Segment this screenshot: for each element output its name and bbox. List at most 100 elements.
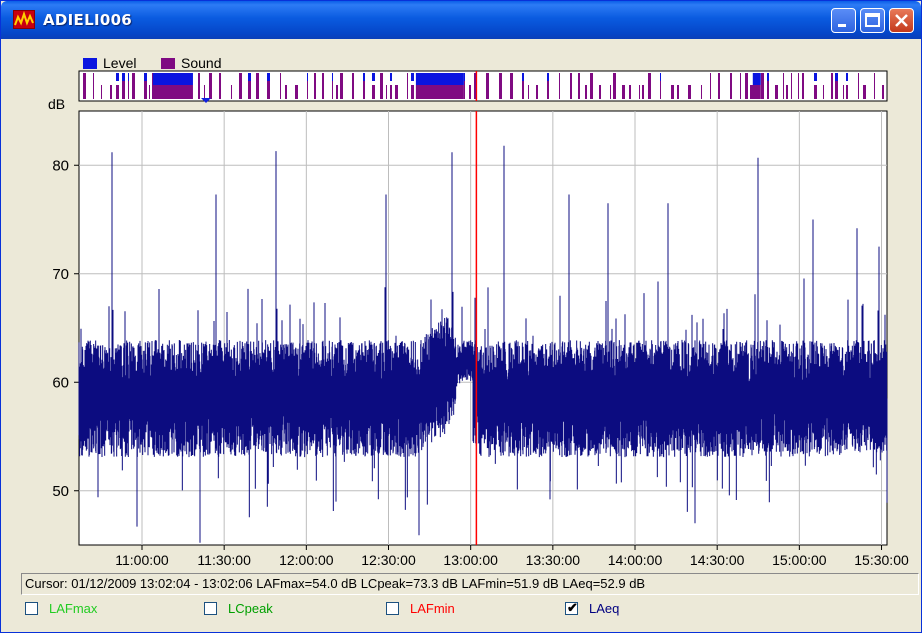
sound-event-mark — [486, 73, 489, 99]
y-tick-label: 60 — [52, 374, 69, 391]
level-event-mark — [248, 73, 251, 81]
laeq-checkbox-box[interactable]: ✔ — [565, 600, 578, 615]
sound-event-mark — [831, 73, 833, 99]
title-bar[interactable]: ADIELI006 — [1, 1, 921, 39]
sound-event-mark — [390, 85, 392, 99]
sound-event-mark — [585, 85, 587, 99]
sound-event-mark — [802, 73, 804, 99]
minimize-button[interactable] — [831, 8, 856, 33]
x-tick-label: 15:00:00 — [772, 552, 827, 568]
level-event-mark — [835, 73, 838, 81]
sound-event-mark — [336, 85, 338, 99]
level-event-mark — [522, 73, 524, 81]
sound-event-mark — [285, 85, 287, 99]
sound-event-mark — [648, 73, 651, 99]
sound-event-mark — [209, 73, 212, 99]
x-tick-label: 12:30:00 — [361, 552, 416, 568]
sound-event-mark — [248, 73, 251, 99]
sound-event-mark — [314, 73, 316, 99]
sound-event-mark — [332, 73, 333, 99]
level-swatch — [83, 58, 97, 69]
sound-event-mark — [559, 73, 560, 99]
sound-event-mark — [688, 85, 691, 99]
sound-event-mark — [786, 85, 788, 99]
sound-event-mark — [307, 73, 308, 99]
sound-event-mark — [464, 73, 465, 99]
sound-event-mark — [761, 73, 764, 99]
level-event-block — [415, 73, 464, 85]
sound-event-mark — [231, 85, 232, 99]
lcpeak-checkbox-box[interactable] — [204, 602, 217, 615]
check-mark-icon: ✔ — [567, 600, 578, 615]
legend-level-label: Level — [103, 55, 137, 71]
sound-event-mark — [267, 73, 270, 99]
level-event-mark — [660, 73, 661, 81]
lafmin-checkbox-box[interactable] — [386, 602, 399, 615]
sound-event-mark — [528, 85, 529, 99]
sound-event-mark — [101, 85, 102, 99]
sound-event-mark — [386, 85, 387, 99]
sound-event-mark — [395, 85, 398, 99]
sound-event-mark — [710, 73, 711, 99]
sound-event-mark — [411, 85, 414, 99]
sound-event-mark — [718, 73, 720, 99]
sound-event-mark — [198, 73, 200, 99]
sound-event-block — [415, 85, 464, 99]
level-event-mark — [767, 73, 769, 81]
strip-cursor-marker[interactable] — [201, 98, 211, 103]
y-tick-label: 70 — [52, 266, 69, 283]
lafmax-checkbox-box[interactable] — [25, 602, 38, 615]
maximize-button[interactable] — [860, 8, 885, 33]
legend-level: Level — [83, 55, 136, 71]
sound-event-mark — [204, 85, 205, 99]
sound-event-mark — [219, 73, 221, 99]
sound-event-mark — [340, 73, 343, 99]
sound-event-mark — [144, 73, 147, 99]
sound-event-mark — [858, 73, 859, 99]
sound-event-mark — [730, 73, 732, 99]
sound-event-mark — [407, 73, 408, 99]
sound-event-mark — [823, 85, 824, 99]
y-tick-label: 50 — [52, 483, 69, 500]
level-chart[interactable]: dB 50 60 70 80 11:00:00 11:30:00 12:00:00 12:3… — [1, 1, 922, 576]
close-button[interactable] — [889, 8, 914, 33]
sound-event-mark — [745, 73, 748, 99]
sound-event-mark — [874, 73, 875, 99]
sound-event-mark — [882, 85, 884, 99]
lafmax-label: LAFmax — [49, 601, 98, 616]
event-strip[interactable] — [78, 70, 888, 102]
level-event-mark — [122, 73, 125, 81]
y-tick-label: 80 — [52, 157, 69, 174]
sound-event-mark — [110, 85, 112, 99]
sound-event-block — [152, 85, 193, 99]
sound-event-block — [752, 85, 761, 99]
sound-event-mark — [599, 85, 601, 99]
sound-event-mark — [629, 85, 631, 99]
sound-event-mark — [610, 85, 611, 99]
x-tick-label: 14:00:00 — [608, 552, 663, 568]
sound-event-mark — [642, 85, 644, 99]
level-event-mark — [547, 73, 549, 81]
sound-event-mark — [372, 85, 375, 99]
level-event-mark — [846, 73, 848, 81]
sound-event-mark — [536, 85, 538, 99]
sound-event-mark — [499, 73, 502, 99]
sound-event-mark — [767, 73, 769, 99]
sound-event-mark — [578, 73, 580, 99]
sound-event-mark — [280, 73, 281, 99]
sound-event-mark — [83, 73, 86, 99]
app-logo-icon[interactable] — [13, 10, 35, 29]
level-event-mark — [814, 73, 817, 81]
sound-event-mark — [239, 73, 242, 99]
level-event-block — [152, 73, 193, 85]
laeq-label: LAeq — [589, 601, 620, 616]
sound-event-mark — [660, 73, 661, 99]
window-title: ADIELI006 — [43, 11, 133, 29]
sound-event-mark — [363, 73, 365, 99]
x-tick-label: 14:30:00 — [690, 552, 745, 568]
sound-event-mark — [775, 85, 778, 99]
x-tick-label: 13:30:00 — [526, 552, 581, 568]
sound-event-mark — [783, 73, 784, 99]
level-event-mark — [307, 73, 308, 81]
sound-event-mark — [613, 73, 616, 99]
